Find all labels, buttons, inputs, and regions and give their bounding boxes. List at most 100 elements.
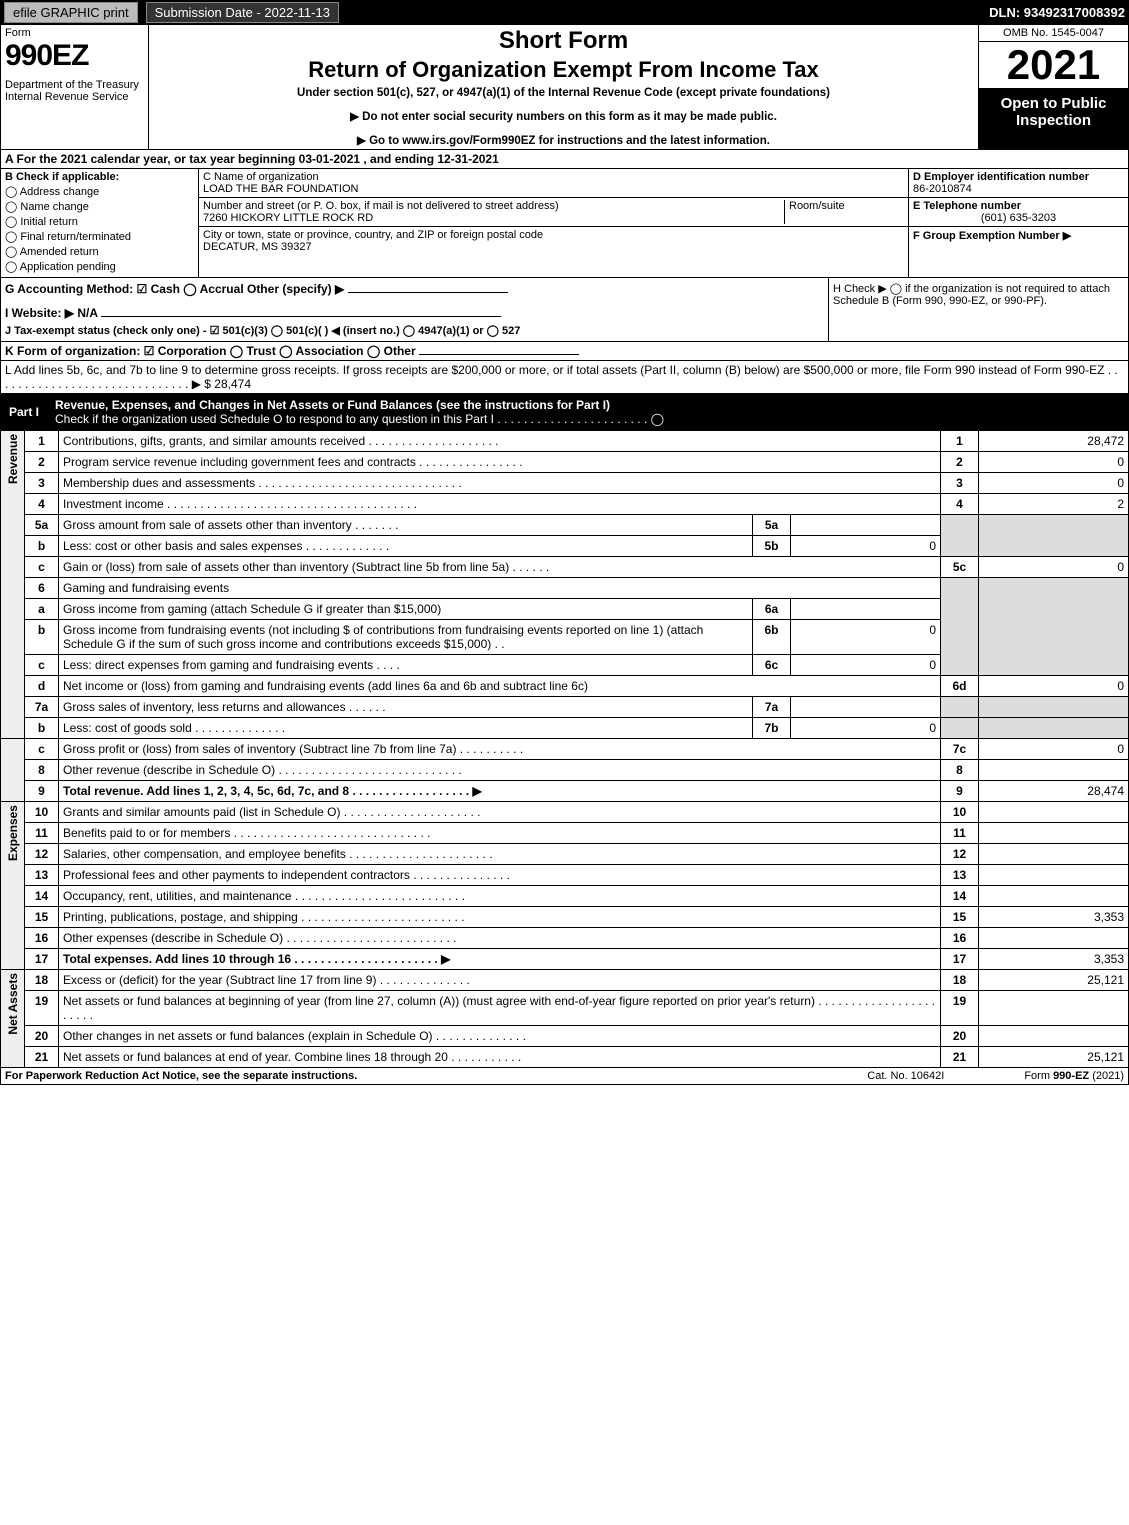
top-bar: efile GRAPHIC print Submission Date - 20… — [0, 0, 1129, 24]
row-6c-num: c — [25, 655, 59, 676]
row-17-desc: Total expenses. Add lines 10 through 16 … — [59, 949, 941, 970]
row-7a-amt — [791, 697, 941, 718]
c-street-label: Number and street (or P. O. box, if mail… — [203, 200, 784, 212]
efile-print-button[interactable]: efile GRAPHIC print — [4, 2, 138, 23]
c-name-label: C Name of organization — [203, 171, 904, 183]
irs-label: Internal Revenue Service — [5, 91, 144, 103]
row-21-box: 21 — [941, 1047, 979, 1068]
l-gross-receipts: L Add lines 5b, 6c, and 7b to line 9 to … — [0, 361, 1129, 394]
form-number: 990EZ — [5, 39, 144, 73]
row-5c-amt: 0 — [979, 557, 1129, 578]
row-5c-desc: Gain or (loss) from sale of assets other… — [59, 557, 941, 578]
row-7c-box: 7c — [941, 739, 979, 760]
row-8-num: 8 — [25, 760, 59, 781]
d-ein: 86-2010874 — [913, 183, 972, 195]
footer-formid: Form 990-EZ (2021) — [1024, 1070, 1124, 1082]
row-5a-num: 5a — [25, 515, 59, 536]
row-14-amt — [979, 886, 1129, 907]
f-group-label: F Group Exemption Number ▶ — [913, 230, 1071, 242]
row-12-box: 12 — [941, 844, 979, 865]
row-17-num: 17 — [25, 949, 59, 970]
row-11-amt — [979, 823, 1129, 844]
row-3-amt: 0 — [979, 473, 1129, 494]
row-21-num: 21 — [25, 1047, 59, 1068]
row-5a-amt — [791, 515, 941, 536]
instruction-url: ▶ Go to www.irs.gov/Form990EZ for instru… — [153, 133, 974, 147]
part-1-check: Check if the organization used Schedule … — [55, 412, 664, 426]
row-6a-amt — [791, 599, 941, 620]
row-8-amt — [979, 760, 1129, 781]
row-5b-box: 5b — [753, 536, 791, 557]
open-to-public: Open to Public Inspection — [979, 89, 1128, 149]
e-phone: (601) 635-3203 — [913, 212, 1124, 224]
row-4-amt: 2 — [979, 494, 1129, 515]
cb-name-change[interactable]: Name change — [5, 200, 194, 213]
tax-year: 2021 — [979, 42, 1128, 89]
row-19-box: 19 — [941, 991, 979, 1026]
row-11-desc: Benefits paid to or for members . . . . … — [59, 823, 941, 844]
form-word: Form — [5, 27, 144, 39]
form-header: Form 990EZ Department of the Treasury In… — [0, 24, 1129, 150]
row-6a-desc: Gross income from gaming (attach Schedul… — [59, 599, 753, 620]
row-3-box: 3 — [941, 473, 979, 494]
b-checkboxes: B Check if applicable: Address change Na… — [1, 169, 199, 277]
cb-application-pending[interactable]: Application pending — [5, 260, 194, 273]
row-15-desc: Printing, publications, postage, and shi… — [59, 907, 941, 928]
row-18-amt: 25,121 — [979, 970, 1129, 991]
cb-address-change[interactable]: Address change — [5, 185, 194, 198]
row-11-num: 11 — [25, 823, 59, 844]
form-title-block: Short Form Return of Organization Exempt… — [149, 25, 978, 149]
part-1-title: Revenue, Expenses, and Changes in Net As… — [55, 398, 610, 412]
e-phone-label: E Telephone number — [913, 200, 1021, 212]
cb-final-return[interactable]: Final return/terminated — [5, 230, 194, 243]
row-16-num: 16 — [25, 928, 59, 949]
row-13-box: 13 — [941, 865, 979, 886]
row-11-box: 11 — [941, 823, 979, 844]
cb-initial-return[interactable]: Initial return — [5, 215, 194, 228]
row-7c-amt: 0 — [979, 739, 1129, 760]
row-6c-desc: Less: direct expenses from gaming and fu… — [59, 655, 753, 676]
row-6b-amt: 0 — [791, 620, 941, 655]
row-7a-box: 7a — [753, 697, 791, 718]
row-3-desc: Membership dues and assessments . . . . … — [59, 473, 941, 494]
row-12-amt — [979, 844, 1129, 865]
row-15-num: 15 — [25, 907, 59, 928]
c-city: DECATUR, MS 39327 — [203, 241, 904, 253]
row-5b-desc: Less: cost or other basis and sales expe… — [59, 536, 753, 557]
row-2-desc: Program service revenue including govern… — [59, 452, 941, 473]
row-18-box: 18 — [941, 970, 979, 991]
row-15-box: 15 — [941, 907, 979, 928]
row-21-desc: Net assets or fund balances at end of ye… — [59, 1047, 941, 1068]
row-7b-box: 7b — [753, 718, 791, 739]
sidebar-expenses: Expenses — [1, 802, 25, 970]
title-short-form: Short Form — [153, 27, 974, 55]
row-7a-num: 7a — [25, 697, 59, 718]
row-6-desc: Gaming and fundraising events — [59, 578, 941, 599]
row-13-amt — [979, 865, 1129, 886]
j-tax-exempt: J Tax-exempt status (check only one) - ☑… — [5, 324, 824, 337]
c-street: 7260 HICKORY LITTLE ROCK RD — [203, 212, 784, 224]
row-1-num: 1 — [25, 431, 59, 452]
submission-date-button[interactable]: Submission Date - 2022-11-13 — [146, 2, 339, 23]
row-6-num: 6 — [25, 578, 59, 599]
d-ein-label: D Employer identification number — [913, 171, 1089, 183]
row-20-desc: Other changes in net assets or fund bala… — [59, 1026, 941, 1047]
row-5a-box: 5a — [753, 515, 791, 536]
row-10-amt — [979, 802, 1129, 823]
dept-treasury: Department of the Treasury — [5, 79, 144, 91]
row-6c-box: 6c — [753, 655, 791, 676]
row-20-num: 20 — [25, 1026, 59, 1047]
row-5b-num: b — [25, 536, 59, 557]
row-8-desc: Other revenue (describe in Schedule O) .… — [59, 760, 941, 781]
cb-amended-return[interactable]: Amended return — [5, 245, 194, 258]
row-16-amt — [979, 928, 1129, 949]
row-16-box: 16 — [941, 928, 979, 949]
c-city-label: City or town, state or province, country… — [203, 229, 904, 241]
row-7b-num: b — [25, 718, 59, 739]
c-org-name: LOAD THE BAR FOUNDATION — [203, 183, 904, 195]
row-2-num: 2 — [25, 452, 59, 473]
footer-paperwork: For Paperwork Reduction Act Notice, see … — [5, 1070, 867, 1082]
row-5b-amt: 0 — [791, 536, 941, 557]
row-5c-num: c — [25, 557, 59, 578]
row-7a-desc: Gross sales of inventory, less returns a… — [59, 697, 753, 718]
